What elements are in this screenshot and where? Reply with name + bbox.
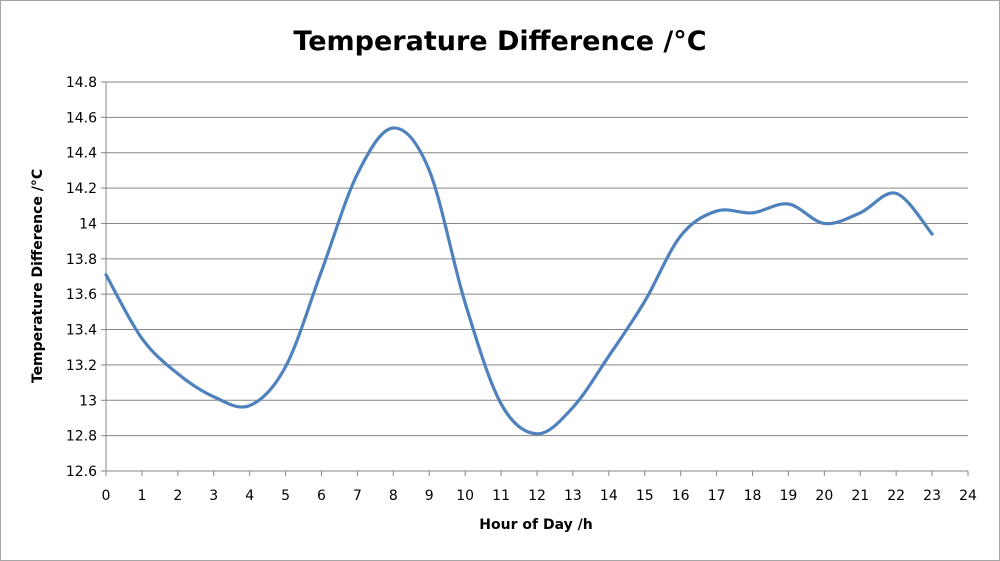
data-point — [427, 168, 431, 172]
x-tick-label: 21 — [851, 488, 869, 504]
data-point — [571, 405, 575, 409]
data-point — [679, 234, 683, 238]
y-tick-label: 14.4 — [66, 146, 97, 162]
data-point — [212, 395, 216, 399]
data-point — [463, 301, 467, 305]
x-tick-label: 16 — [672, 488, 690, 504]
x-tick-label: 14 — [600, 488, 618, 504]
x-tick-label: 4 — [245, 488, 254, 504]
x-axis-title: Hour of Day /h — [479, 517, 592, 533]
x-tick-label: 12 — [528, 488, 546, 504]
gridlines — [106, 81, 968, 437]
x-tick-label: 1 — [137, 488, 146, 504]
series-group — [104, 126, 934, 436]
y-tick-label: 12.6 — [66, 464, 97, 480]
x-tick-label: 2 — [173, 488, 182, 504]
x-tick-label: 5 — [281, 488, 290, 504]
y-tick-label: 14.6 — [66, 110, 97, 126]
x-tick-label: 22 — [887, 488, 905, 504]
y-tick-label: 13.2 — [66, 358, 97, 374]
y-tick-label: 12.8 — [66, 429, 97, 445]
x-tick-label: 24 — [959, 488, 977, 504]
y-axis-title: Temperature Difference /°C — [30, 169, 46, 383]
x-tick-label: 3 — [209, 488, 218, 504]
data-point — [176, 372, 180, 376]
data-point — [140, 336, 144, 340]
data-point — [930, 232, 934, 236]
x-tick-label: 9 — [425, 488, 434, 504]
x-tick-label: 18 — [744, 488, 762, 504]
x-tick-label: 19 — [780, 488, 798, 504]
y-tick-label: 13 — [79, 393, 97, 409]
data-point — [320, 269, 324, 273]
y-tick-label: 14.8 — [66, 75, 97, 91]
y-tick-label: 13.4 — [66, 323, 97, 339]
y-tick-label: 13.6 — [66, 287, 97, 303]
data-point — [715, 209, 719, 213]
x-tick-label: 6 — [317, 488, 326, 504]
data-point — [104, 273, 108, 277]
y-axis-ticks: 12.6 12.8 13 13.2 13.4 13.6 13.8 14 14.2 14.4 14.6… — [66, 75, 106, 480]
data-point — [822, 221, 826, 225]
data-point — [751, 211, 755, 215]
data-point — [391, 126, 395, 130]
x-axis-ticks: 0 1 2 3 4 5 6 7 8 9 10 11 12 13 14 15 16 17 18 19 20 21 22 23 24 — [102, 471, 977, 504]
x-tick-label: 20 — [815, 488, 833, 504]
axes — [105, 82, 968, 472]
series-line-0 — [104, 126, 934, 436]
y-tick-label: 14 — [79, 216, 97, 232]
data-point — [607, 354, 611, 358]
x-tick-label: 8 — [389, 488, 398, 504]
x-tick-label: 17 — [708, 488, 726, 504]
data-point — [499, 402, 503, 406]
x-tick-label: 11 — [492, 488, 510, 504]
data-point — [894, 191, 898, 195]
x-tick-label: 10 — [456, 488, 474, 504]
data-point — [858, 211, 862, 215]
data-point — [284, 365, 288, 369]
x-tick-label: 13 — [564, 488, 582, 504]
y-tick-label: 13.8 — [66, 252, 97, 268]
data-point — [643, 299, 647, 303]
x-tick-label: 0 — [102, 488, 111, 504]
x-tick-label: 15 — [636, 488, 654, 504]
x-tick-label: 7 — [353, 488, 362, 504]
data-point — [786, 202, 790, 206]
chart-title: Temperature Difference /°C — [293, 26, 706, 57]
data-point — [248, 404, 252, 408]
data-point — [535, 432, 539, 436]
data-point — [355, 172, 359, 176]
x-tick-label: 23 — [923, 488, 941, 504]
y-tick-label: 14.2 — [66, 181, 97, 197]
